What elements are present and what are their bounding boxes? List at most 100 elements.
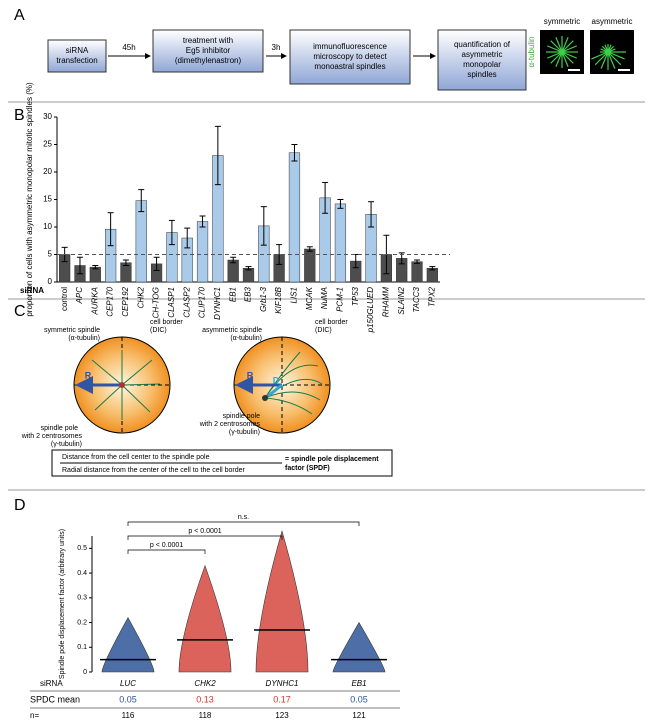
label: 3h [272,43,281,52]
label: monoastral spindles [314,62,385,71]
spindle-fiber [607,51,616,69]
y-tick-label: 30 [43,112,52,121]
y-tick-label: 0.1 [77,644,87,651]
spindle-fiber [561,51,569,68]
label: treatment with [183,36,233,45]
x-tick-label: DYNHC1 [266,679,299,688]
y-tick-label: 0.4 [77,570,87,577]
x-tick-label: EB1 [228,287,237,302]
label: with 2 centrosomes [21,433,83,440]
y-tick-label: 25 [43,140,52,149]
label: 45h [122,43,135,52]
x-tick-label: CLIP170 [198,286,207,318]
label: spindles [467,70,496,79]
label: (dimethylenastron) [175,56,242,65]
label: Distance from the cell center to the spi… [62,454,210,461]
x-tick-label: SLAIN2 [397,286,406,314]
spindle-fiber [555,36,563,53]
label: Radial distance from the center of the c… [62,467,246,474]
label: = spindle pole displacement [285,456,379,463]
x-tick-label: CLASP2 [182,286,191,317]
workflow-box [437,29,527,91]
significance-bracket [127,521,360,526]
x-tick-label: CEP170 [106,286,115,316]
panel-label: B [14,107,25,124]
y-axis-label: Spindle pole displacement factor (arbitr… [59,529,66,679]
label: R [85,370,92,380]
y-tick-label: 20 [43,167,52,176]
bar [334,203,347,283]
x-tick-label: CH-TOG [152,287,161,318]
label: monopolar [463,60,501,69]
bar [288,152,301,283]
x-tick-label: TPX2 [427,286,436,307]
label: microscopy to detect [313,52,387,61]
row-label: n= [30,711,39,720]
x-tick-label: Grb1-3 [259,286,268,311]
x-tick-label: MCAK [305,286,314,310]
y-tick-label: 0.3 [77,595,87,602]
spindle-fiber [607,48,616,53]
label: Eg5 inhibitor [186,46,231,55]
panel-label: C [14,303,26,320]
label: asymmetric [462,50,503,59]
x-tick-label: DYNHC1 [213,287,222,320]
mean-value: 0.05 [350,694,368,704]
dot-cloud [178,564,232,673]
label: cell border [315,319,348,326]
spindle-fiber [555,51,563,68]
spindle-fiber [561,36,569,53]
x-tick-label: p150GLUED [366,287,375,334]
x-axis-label: siRNA [20,286,44,295]
label: asymmetric spindle [202,327,262,334]
x-tick-label: LUC [120,679,136,688]
panel-label: A [14,7,25,24]
bar [196,221,209,283]
significance-label: n.s. [238,514,249,521]
label: spindle pole [41,425,78,432]
x-tick-label: EB3 [244,286,253,302]
label: (α-tubulin) [230,335,262,342]
label: cell border [150,319,183,326]
label: (γ-tubulin) [229,429,260,436]
y-tick-label: 15 [43,195,52,204]
spindle-fiber [591,51,609,60]
spindle-fiber [550,40,563,53]
mean-value: 0.17 [273,694,291,704]
label: (γ-tubulin) [51,441,82,448]
x-tick-label: CHK2 [194,679,216,688]
dot-cloud [101,616,155,673]
x-tick-label: EB1 [351,679,366,688]
spindle-fiber [561,40,574,53]
label: symmetric spindle [44,327,100,334]
y-tick-label: 10 [43,222,52,231]
bar [135,200,147,283]
label: symmetric [544,17,580,26]
x-tick-label: NuMA [320,287,329,309]
label: immunofluorescence [313,42,387,51]
bar [304,248,316,283]
label: asymmetric [592,17,633,26]
mean-value: 0.13 [196,694,214,704]
spindle-fiber [607,51,625,60]
x-tick-label: CEP192 [121,286,130,316]
y-axis-label: proportion of cells with asymmetric mono… [25,82,34,317]
n-value: 116 [122,711,135,720]
spindle-fiber [546,51,563,59]
label: R [247,370,254,380]
x-tick-label: TACC3 [412,286,421,312]
panel-label: D [14,497,26,514]
x-axis-label: siRNA [40,679,63,688]
significance-bracket [127,549,206,554]
mean-value: 0.05 [119,694,137,704]
label: spindle pole [223,413,260,420]
spindle-fiber [607,51,622,66]
spindle-fiber [600,51,609,69]
dot-cloud [255,529,309,673]
y-tick-label: 5 [48,250,53,259]
y-tick-label: 0.5 [77,545,87,552]
label: transfection [56,56,97,65]
significance-label: p < 0.0001 [188,528,221,535]
label: D [273,375,280,385]
